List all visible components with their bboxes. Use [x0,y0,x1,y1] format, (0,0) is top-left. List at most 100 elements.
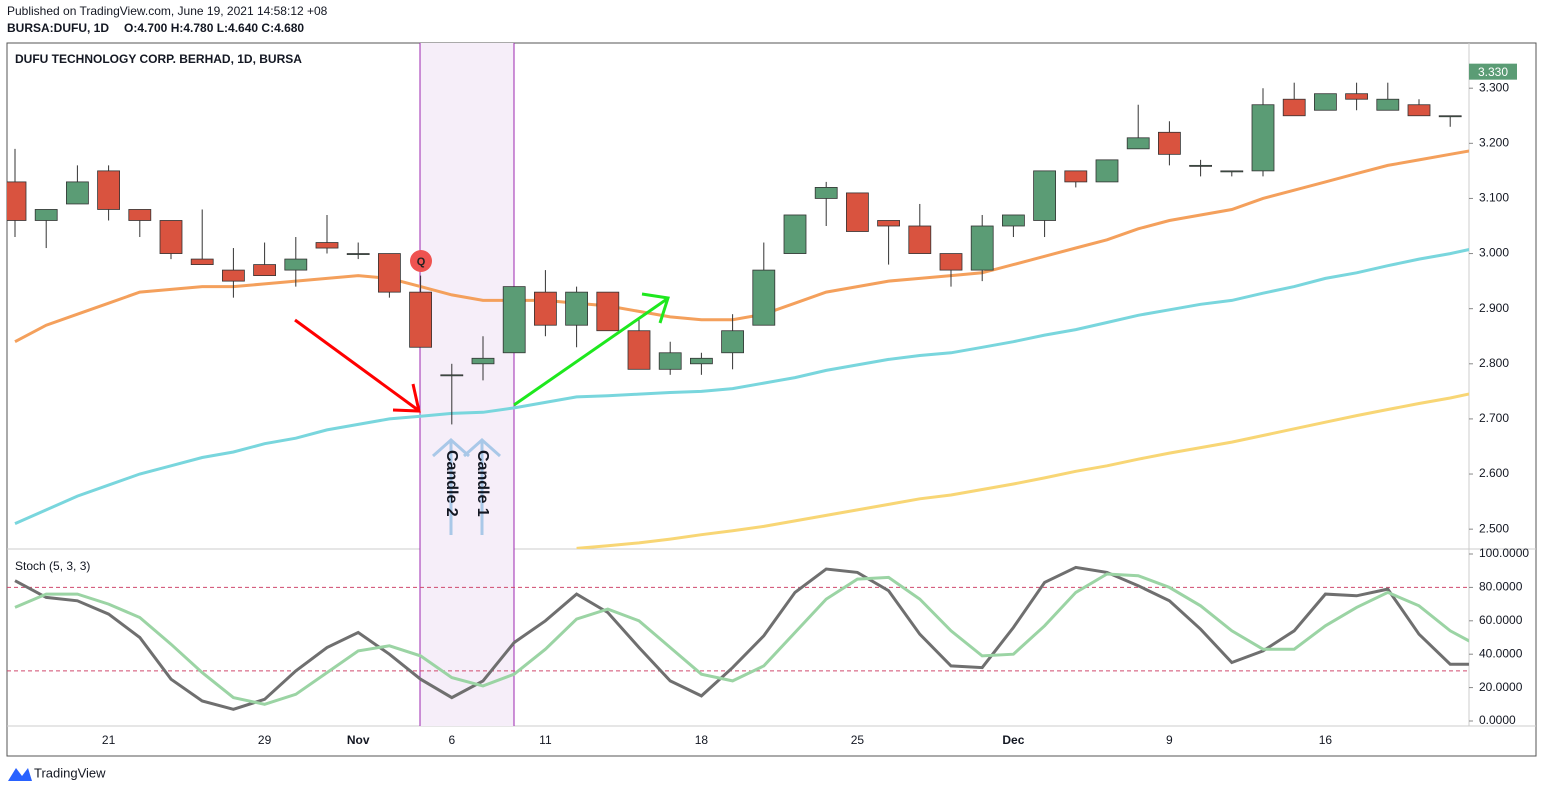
candle-body [1095,159,1119,183]
candle-body [284,258,308,271]
candle-body [1407,104,1431,117]
candle-body [1189,164,1212,167]
brand-logo [8,768,32,781]
candle-body [1220,170,1244,173]
candle-body [1438,115,1462,118]
candle-body [596,291,620,332]
x-tick-label: 6 [448,733,455,747]
candle-body [97,170,120,210]
x-tick-label: 25 [851,733,865,747]
y-tick-label: 100.0000 [1479,546,1529,560]
event-marker[interactable] [410,250,432,272]
pane [7,565,1469,711]
candle-body [783,214,807,254]
arrow [513,297,668,407]
candle-body [752,269,776,326]
pane-title: DUFU TECHNOLOGY CORP. BERHAD, 1D, BURSA [15,52,302,66]
series-line [576,392,1469,549]
y-tick-label: 3.000 [1479,246,1509,260]
published: Published on TradingView.com, June 19, 2… [7,4,328,18]
candle-body [502,286,526,354]
candle-body [440,374,464,377]
series-line [14,565,1469,711]
pane [7,82,1469,549]
candle-body [534,291,557,326]
y-tick-label: 80.0000 [1479,580,1523,594]
y-tick-label: 20.0000 [1479,680,1523,694]
y-tick-label: 60.0000 [1479,613,1523,627]
candle-body [1033,170,1056,221]
price-label: 3.330 [1478,65,1508,79]
candle-body [658,352,682,370]
pane-title: Stoch (5, 3, 3) [15,559,90,573]
x-tick-label: Dec [1002,733,1024,747]
candle-body [627,330,651,370]
chevron [432,437,470,458]
x-tick-label: 11 [539,733,552,747]
candle-body [66,181,89,205]
candle-body [1282,98,1306,117]
y-tick-label: 2.800 [1479,356,1509,370]
candle-body [908,225,932,254]
candle-body [377,253,401,293]
x-tick-label: 16 [1319,733,1333,747]
arrow [294,318,419,412]
series-line [14,248,1469,525]
candle-body [721,330,744,354]
event-marker-label: Q [417,256,426,268]
candle-body [7,181,27,221]
y-tick-label: 2.600 [1479,466,1509,480]
candle-body [814,187,838,199]
brand: TradingView [8,765,106,781]
y-tick-label: 3.300 [1479,80,1509,94]
annotations: Candle 2 Candle 1 Q [294,250,670,535]
candle-body [315,242,339,249]
candle-body [346,253,370,255]
candle-body [846,192,869,232]
highlight-region [420,43,514,726]
symbol: BURSA:DUFU, 1D [7,21,109,35]
price-label-box [1469,63,1517,80]
candle-body [190,258,214,265]
plot: 21 29 Nov 6 11 18 25 Dec 9 16 2.500 2.600 2.700 2.800… [7,63,1529,747]
candle-body [1002,214,1025,227]
arrow-head [641,292,670,324]
y-tick-label: 2.900 [1479,301,1509,315]
x-tick-label: 29 [258,733,272,747]
candle-body [1376,98,1400,111]
candle-body [1064,170,1088,183]
x-tick-label: 9 [1166,733,1173,747]
series-line [14,149,1469,344]
arrow-head [392,383,421,413]
candle-body [34,209,58,221]
y-tick-label: 3.100 [1479,191,1509,205]
candle-body [877,220,900,227]
candle-body [159,220,183,254]
y-tick-label: 0.0000 [1479,713,1516,727]
candle-body [409,291,433,348]
candle-body [128,209,152,221]
x-tick-label: Nov [347,733,370,747]
candle-label: Candle 2 [443,450,460,517]
candle-label: Candle 1 [474,450,491,517]
ohlc: O:4.700 H:4.780 L:4.640 C:4.680 [124,21,304,35]
candle-body [690,357,713,365]
y-tick-label: 40.0000 [1479,646,1523,660]
candle-body [221,269,245,282]
candle-body [970,225,994,271]
series-line [14,572,1469,706]
candle-body [1126,137,1150,150]
candle-body [565,291,588,326]
y-tick-label: 2.700 [1479,411,1509,425]
frame [6,42,1537,757]
candle-body [253,264,277,277]
candle-body [1345,93,1368,100]
x-tick-label: 21 [102,733,116,747]
chevron [463,437,501,458]
y-tick-label: 2.500 [1479,521,1509,535]
candle-body [1158,131,1181,155]
brand-name: TradingView [34,765,106,780]
candle-body [1251,104,1275,172]
y-tick-label: 3.200 [1479,135,1509,149]
